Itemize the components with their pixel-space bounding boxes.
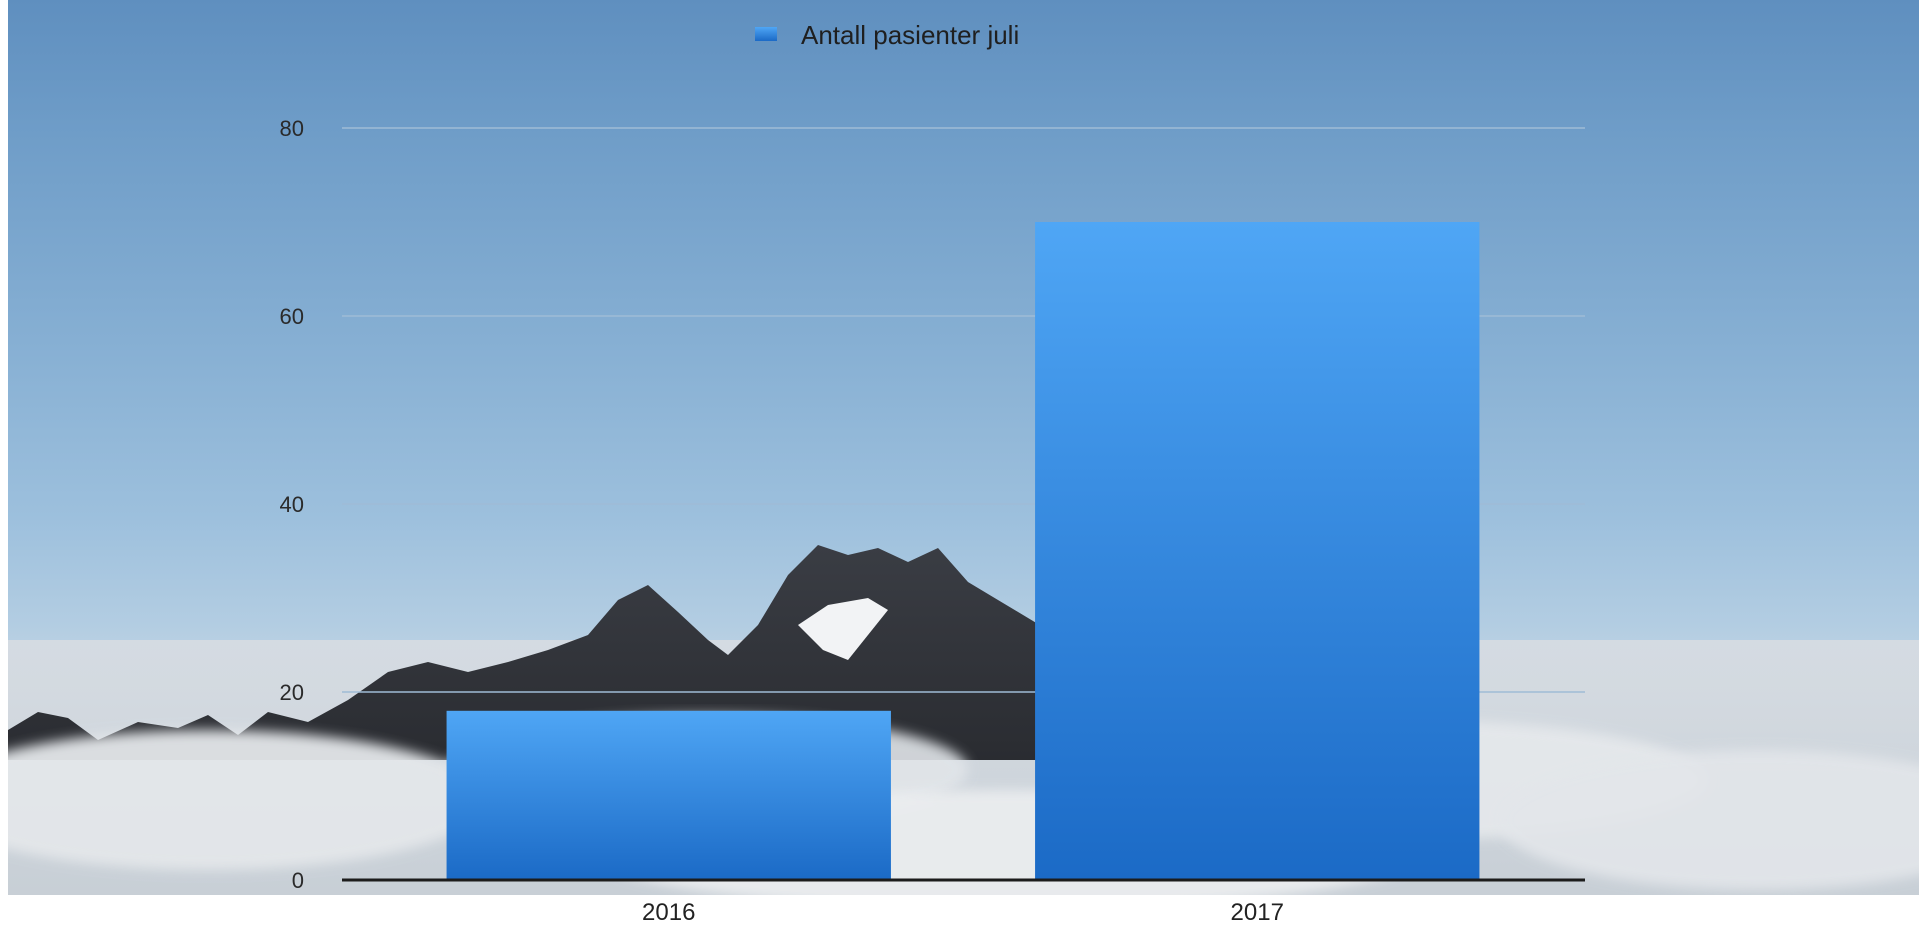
mountain-silhouette [8,545,1048,760]
x-tick-label-2017: 2017 [1231,899,1284,926]
bar-2016 [446,710,891,880]
y-tick-label-0: 0 [292,868,304,893]
legend: Antall pasienter juli [755,20,1019,50]
legend-label: Antall pasienter juli [801,20,1019,50]
legend-swatch [755,27,777,41]
x-tick-label-2016: 2016 [642,899,695,926]
y-tick-label-60: 60 [280,304,304,329]
bar-2017 [1035,222,1480,880]
axes: 0 20 40 60 80 2016 2017 [280,116,1585,926]
glacier-snow [798,598,888,660]
y-tick-label-40: 40 [280,492,304,517]
y-tick-label-20: 20 [280,680,304,705]
bar-series [446,222,1480,880]
y-tick-label-80: 80 [280,116,304,141]
